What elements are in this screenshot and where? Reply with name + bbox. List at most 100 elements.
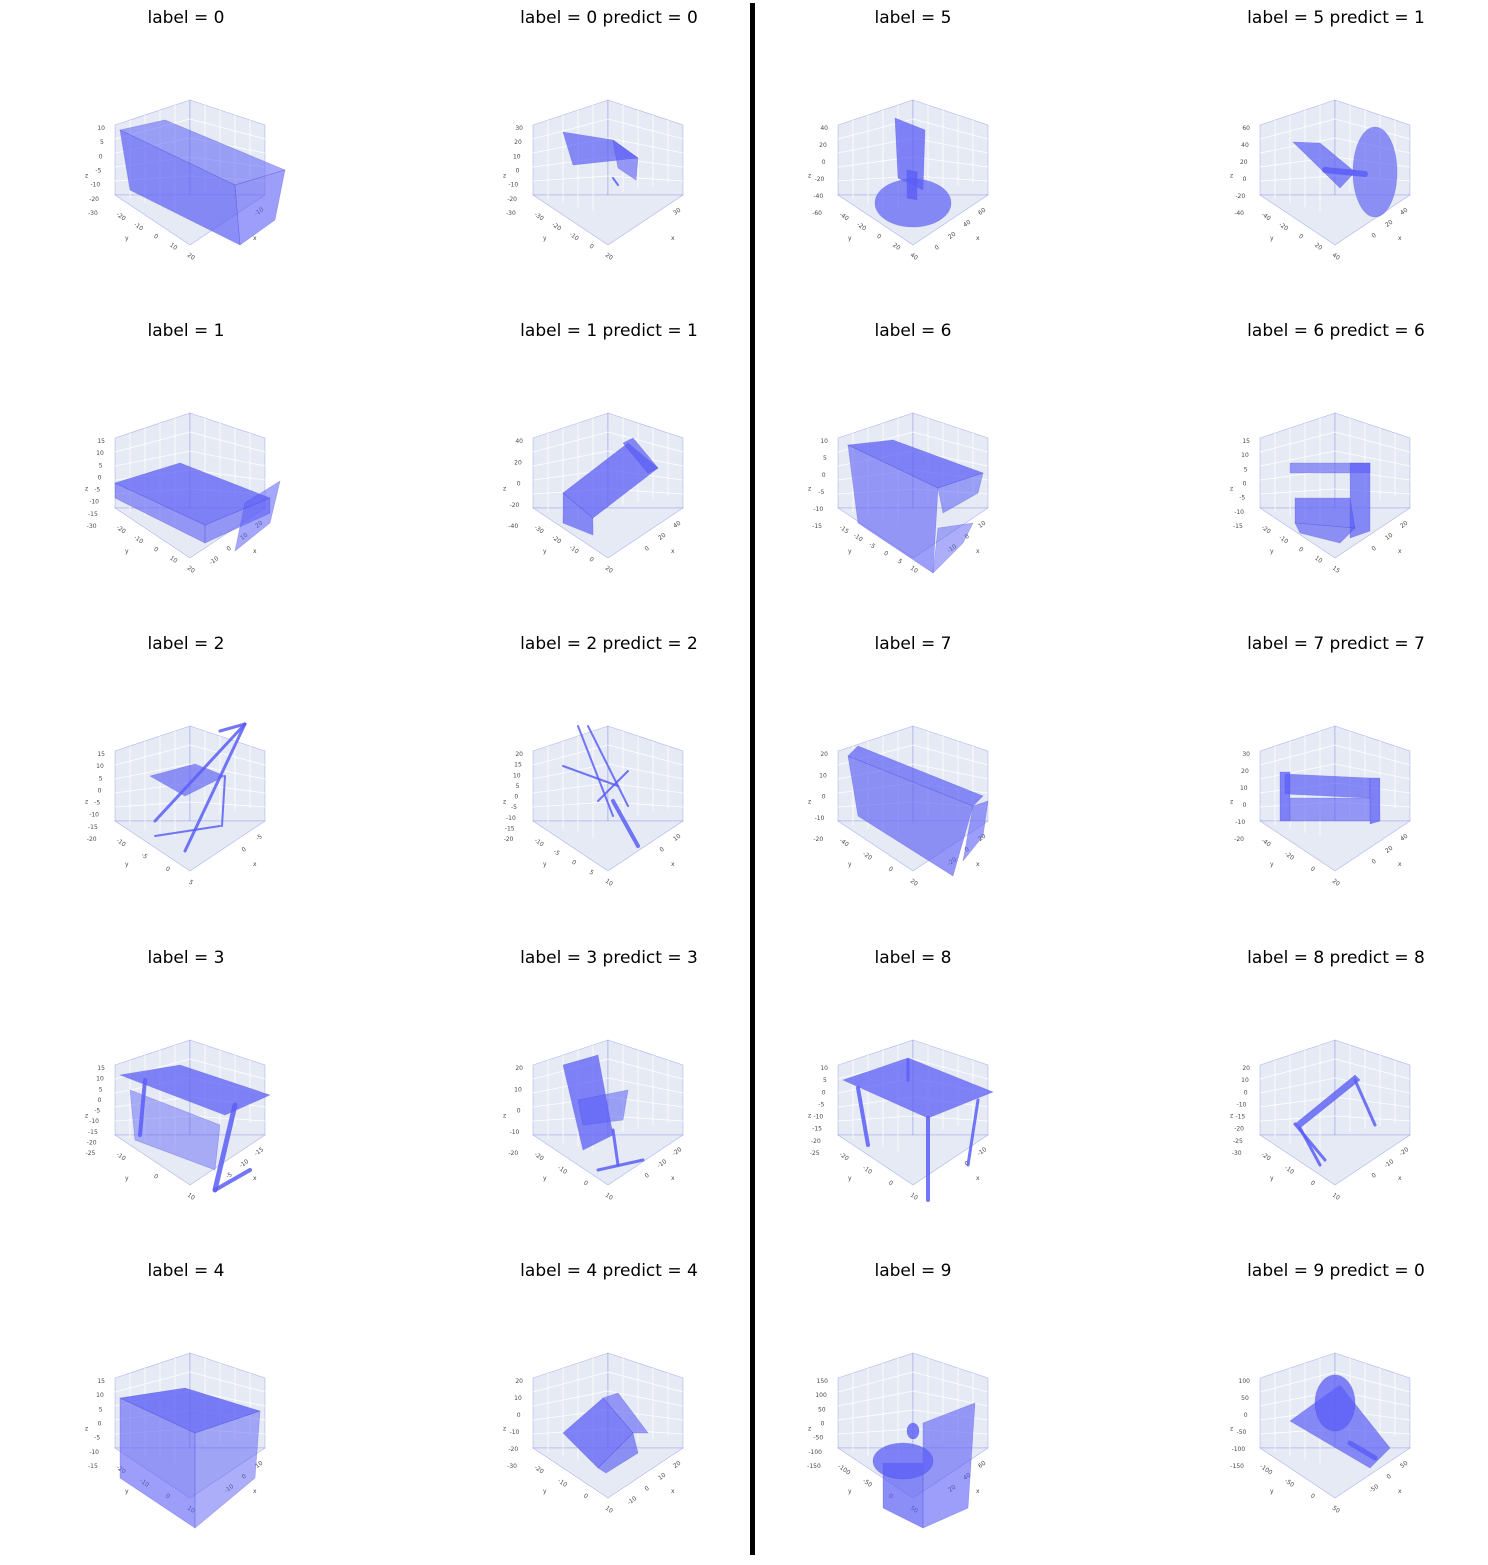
object-mesh [1293,1074,1377,1167]
y-tick-label: -20 [533,1464,545,1475]
y-tick-label: 0 [882,550,889,558]
z-tick-label: -15 [88,1463,98,1470]
grid-line [912,156,989,168]
x-tick-label: 0 [659,846,666,854]
object-mesh [1292,126,1398,218]
mesh-face [932,522,974,574]
mesh-strut [153,722,247,823]
grid-line [1334,1058,1411,1080]
y-tick-label: 0 [887,1179,894,1187]
z-tick-label: -20 [87,836,97,843]
grid-line [912,763,989,780]
grid-line [189,1115,266,1122]
grid-line [1259,1096,1336,1108]
z-tick-label: 15 [97,751,105,758]
z-tick-label: -15 [1233,523,1243,530]
mesh-strut [1293,1122,1327,1162]
mesh-strut [966,1098,980,1167]
x-tick-label: 0 [934,244,941,252]
z-tick-label: 10 [820,438,828,445]
z-tick-label: 10 [514,1086,522,1093]
grid-line [607,1390,684,1407]
y-tick-label: 0 [152,233,159,241]
x-tick-label: 20 [1384,219,1394,229]
y-tick-label: 10 [168,242,178,252]
x-axis-label: x [671,548,675,555]
mesh-face [1279,771,1291,822]
grid-line [532,1371,609,1393]
z-tick-label: 5 [99,1406,103,1413]
panel: label = 6 predict = 6 15 10 5 0 -5 -10 -15 z -20-… [1150,313,1488,625]
scene-axes: 15 10 5 0 -5 -10 -15 z -20 -10 0 10 15 y 20 10 0 x [1230,412,1411,575]
grid-line [1334,1371,1411,1393]
z-tick-label: 0 [517,481,521,488]
grid-line [532,782,609,794]
panel: label = 9 predict = 0 100 50 0 -50 -100 -150 z -… [1150,1253,1488,1565]
panel-title: label = 8 [874,948,952,968]
z-tick-label: -20 [510,502,520,509]
grid-line [607,431,684,453]
y-tick-label: -20 [115,211,127,222]
grid-line [1259,1058,1336,1080]
grid-line [607,118,684,140]
panel-title: label = 1 predict = 1 [520,321,698,341]
y-tick-label: 0 [1297,233,1304,241]
axis-pane-left [1259,412,1336,509]
z-tick-label: -40 [508,523,518,530]
x-axis-label: x [253,235,257,242]
x-tick-label: 60 [977,1460,987,1470]
panel: label = 8 predict = 8 20 10 0 -10 -15 -20 -25 -3… [1150,940,1488,1252]
mesh-strut [597,770,629,802]
y-tick-label: -10 [568,231,580,242]
mesh-face [937,472,984,514]
y-tick-label: 0 [582,1492,589,1500]
z-axis-label: z [1230,799,1233,806]
x-tick-label: 20 [977,833,987,843]
z-axis-label: z [503,1113,506,1120]
z-axis-label: z [85,486,88,493]
z-tick-label: -5 [95,168,101,175]
y-tick-label: 10 [604,878,614,888]
y-axis-label: y [125,235,129,242]
render-3d: 40 20 0 -20 -40 -60 z -40 -20 0 20 40 y 60 40 20 0 x [808,99,989,262]
z-tick-label: 20 [515,1065,523,1072]
axis-pane-right [1334,412,1411,509]
grid-line [912,1058,989,1080]
z-axis-label: z [808,1426,811,1433]
panel-title: label = 7 [874,634,952,654]
panel: label = 1 predict = 1 40 20 0 -20 -40 z -30 -20-… [423,313,795,625]
z-tick-label: 10 [1241,1077,1249,1084]
y-axis-label: y [848,1488,852,1495]
object-mesh [1289,462,1371,544]
grid-line [912,1371,989,1393]
y-tick-label: 10 [604,1505,614,1515]
z-tick-label: 10 [97,125,105,132]
z-tick-label: -10 [89,1118,99,1125]
z-tick-label: -40 [813,193,823,200]
y-tick-label: -10 [1283,1164,1295,1175]
grid-line [1334,1077,1411,1094]
z-axis-label: z [85,799,88,806]
panel-title: label = 0 [147,8,225,28]
mesh-strut [221,775,226,827]
grid-line [607,763,684,780]
z-tick-label: -15 [1235,1114,1245,1121]
render-3d: 20 10 0 -10 -20 -30 z -20 -10 0 10 y 20 10 0 -10 x [503,1352,684,1515]
y-tick-label: -100 [836,1463,851,1477]
z-tick-label: 5 [99,462,103,469]
panel: label = 3 predict = 3 20 10 0 -10 -20 z -20 -10 0… [423,940,795,1252]
grid-line [189,744,266,766]
y-tick-label: -5 [867,541,876,550]
x-tick-label: -20 [671,1146,683,1157]
z-tick-label: 15 [514,762,522,769]
grid-line [1259,1115,1336,1122]
y-tick-label: 40 [1331,252,1341,262]
z-tick-label: 0 [98,1097,102,1104]
grid-line [912,744,989,766]
y-tick-label: -20 [838,1151,850,1162]
